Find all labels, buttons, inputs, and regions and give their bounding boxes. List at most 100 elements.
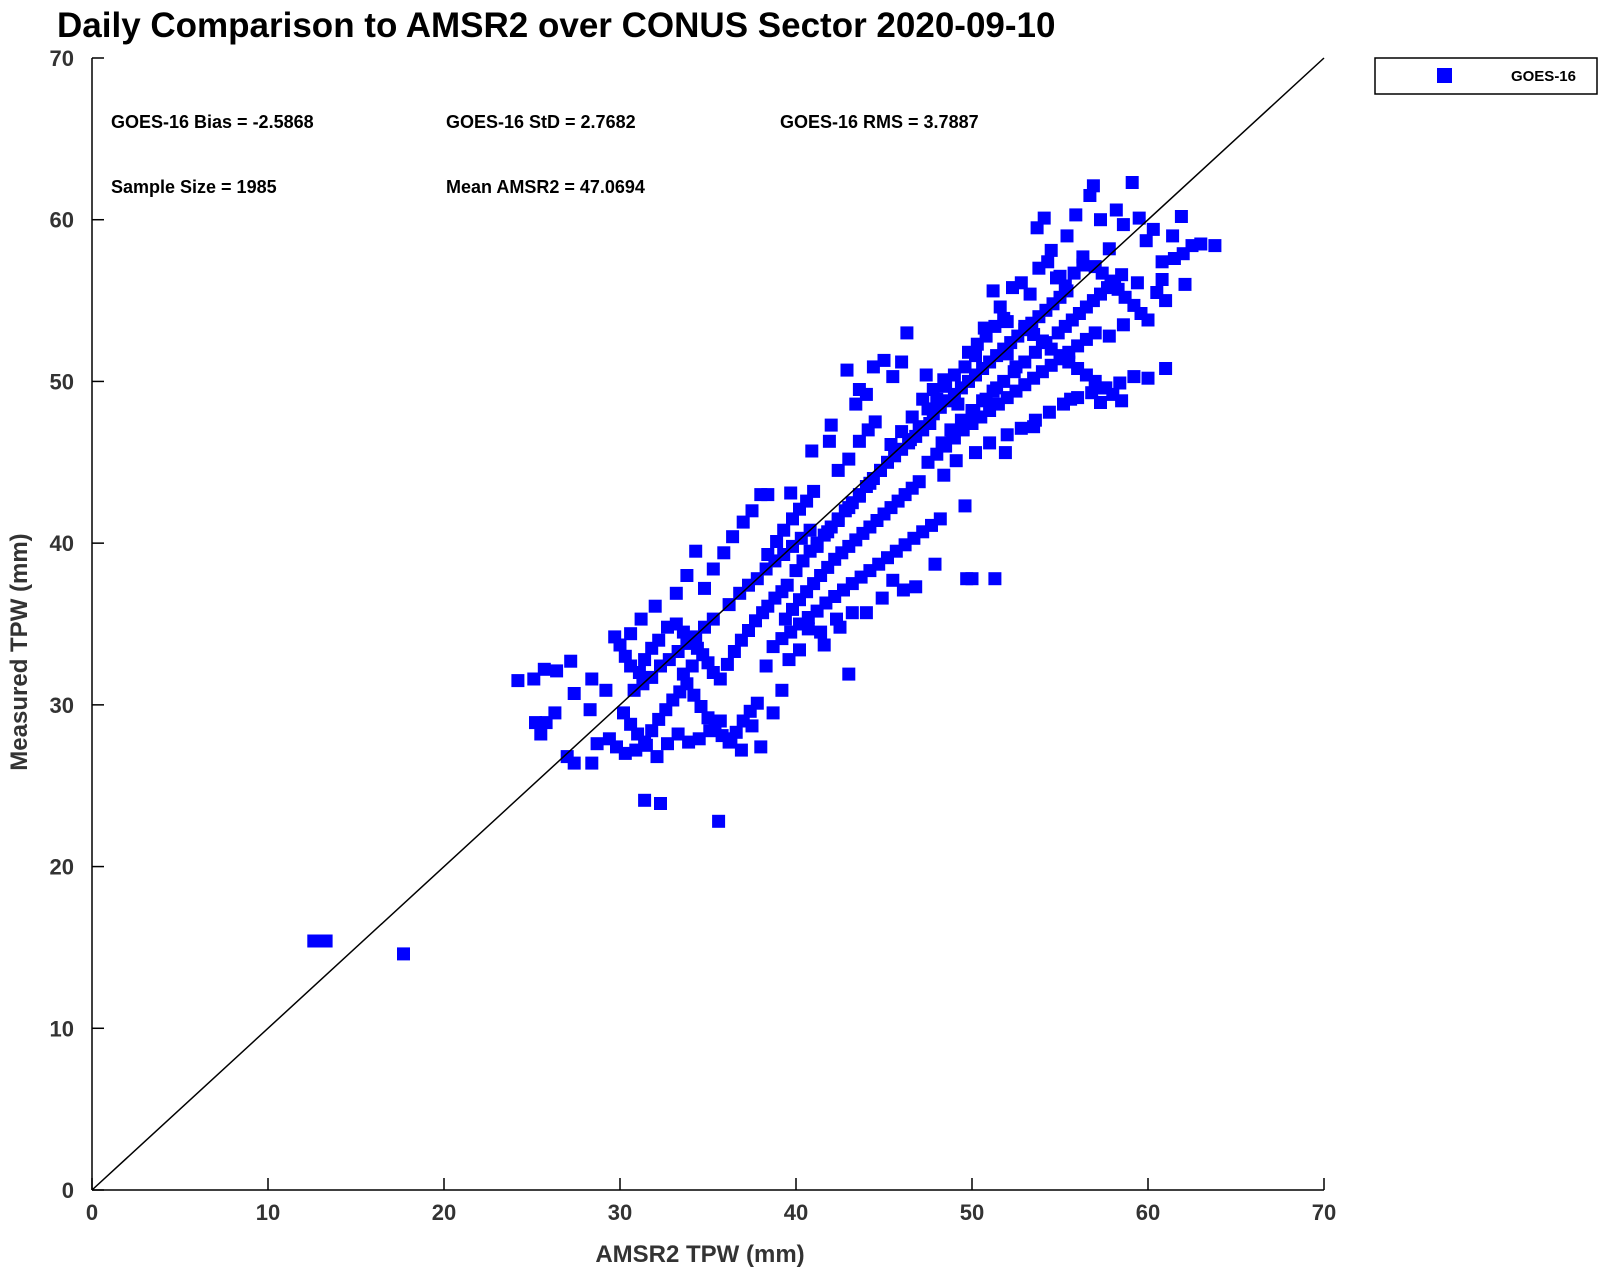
legend-label-goes16: GOES-16 [1511, 68, 1576, 85]
data-point [703, 724, 717, 738]
data-point [884, 438, 898, 451]
data-point [713, 672, 727, 686]
data-point [1053, 269, 1067, 283]
data-point [1130, 276, 1144, 290]
data-point [801, 622, 815, 636]
data-point [585, 672, 599, 686]
data-point [527, 672, 541, 686]
data-point [713, 714, 727, 728]
data-point [706, 562, 720, 576]
data-point [824, 418, 838, 432]
data-point [842, 667, 856, 681]
data-point [1132, 211, 1146, 225]
data-point [810, 539, 824, 553]
data-point [845, 606, 859, 620]
data-point [1159, 294, 1173, 308]
data-point [958, 360, 972, 374]
data-point [761, 488, 775, 502]
data-point [1102, 242, 1116, 256]
data-point [726, 530, 740, 544]
data-point [1069, 208, 1083, 222]
data-point [859, 387, 873, 401]
data-point [1102, 329, 1116, 343]
data-point [998, 446, 1012, 460]
data-point [1060, 229, 1074, 243]
data-point [689, 544, 703, 558]
data-point [639, 738, 653, 752]
data-point [682, 735, 696, 749]
data-point [534, 727, 548, 741]
data-point [319, 934, 333, 948]
data-point [805, 444, 819, 458]
y-tick-label: 30 [50, 693, 74, 718]
data-point [1116, 218, 1130, 232]
data-point [886, 573, 900, 587]
data-point [951, 397, 965, 411]
data-point [680, 569, 694, 582]
data-point [849, 397, 863, 411]
x-tick-label: 0 [86, 1200, 98, 1225]
data-point [634, 612, 648, 626]
data-point [307, 934, 321, 948]
data-point [831, 463, 845, 477]
data-point [840, 363, 854, 377]
data-point [550, 664, 564, 678]
data-point [694, 700, 708, 713]
data-point [886, 370, 900, 384]
bias-stat: GOES-16 Bias = -2.5868 [111, 112, 314, 132]
data-point [712, 814, 726, 828]
data-point [807, 484, 821, 498]
data-point [720, 657, 734, 671]
data-point [1125, 176, 1139, 189]
data-point [1113, 376, 1127, 390]
data-point [1042, 405, 1056, 419]
data-points [307, 176, 1222, 961]
data-point [842, 501, 856, 515]
data-point [777, 523, 791, 537]
y-tick-label: 0 [62, 1178, 74, 1203]
data-point [780, 578, 794, 592]
legend-box [1374, 57, 1598, 95]
data-point [638, 793, 652, 807]
data-point [529, 716, 542, 730]
data-point [1064, 392, 1078, 406]
data-point [754, 740, 768, 754]
data-point [935, 436, 949, 450]
data-point [822, 434, 836, 448]
data-point [1039, 336, 1053, 350]
data-point [814, 625, 828, 639]
data-point [905, 410, 919, 424]
data-point [1088, 326, 1102, 340]
data-point [1115, 268, 1129, 282]
data-point [671, 727, 685, 741]
data-point [842, 452, 856, 466]
data-point [965, 572, 979, 586]
data-point [750, 696, 764, 710]
data-point [986, 284, 1000, 298]
data-point [1000, 347, 1014, 361]
data-point [1116, 318, 1130, 332]
data-point [567, 756, 581, 770]
data-point [724, 732, 738, 746]
data-point [947, 368, 961, 382]
y-ticks: 0 10 20 30 40 50 60 70 [50, 46, 104, 1203]
data-point [976, 394, 990, 408]
data-point [585, 756, 599, 770]
data-point [624, 627, 638, 641]
data-point [833, 620, 847, 634]
data-point [937, 373, 951, 387]
data-point [1076, 250, 1090, 264]
data-point [685, 659, 699, 673]
data-point [1023, 287, 1037, 301]
data-point [1109, 203, 1123, 217]
data-point [793, 643, 806, 657]
data-point [926, 383, 940, 396]
x-ticks: 0 10 20 30 40 50 60 70 [86, 1178, 1336, 1225]
data-point [937, 468, 951, 482]
data-point [766, 706, 780, 720]
data-point [919, 368, 933, 382]
y-axis-label: Measured TPW (mm) [6, 533, 33, 770]
data-point [692, 732, 706, 746]
x-tick-label: 20 [432, 1200, 456, 1225]
data-point [909, 580, 923, 594]
